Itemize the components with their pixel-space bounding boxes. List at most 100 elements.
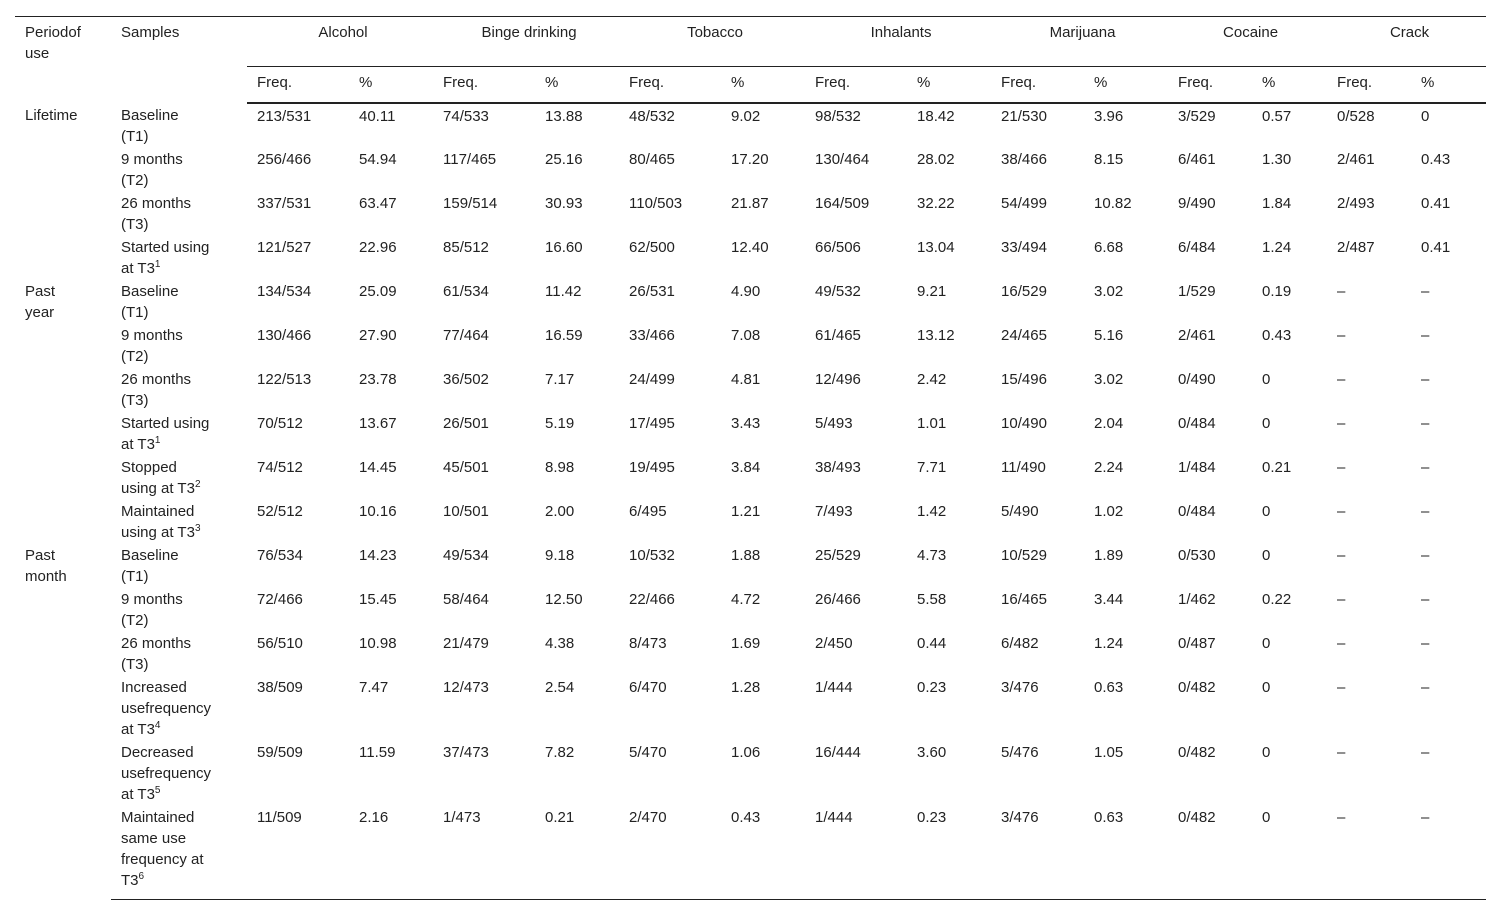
frequency-cell: –: [1337, 371, 1346, 388]
table-row: 9 months (T2) 72/466 15.45 58/464 12.50 22/466…: [15, 587, 1486, 631]
frequency-cell: 6/482: [1001, 635, 1039, 652]
percent-cell: 2.24: [1094, 459, 1124, 476]
frequency-cell: 19/495: [629, 459, 675, 476]
subcolumn-header: Freq.: [991, 66, 1085, 104]
frequency-cell: 61/465: [815, 327, 861, 344]
percent-cell: 23.78: [359, 371, 397, 388]
percent-cell: –: [1421, 283, 1430, 300]
substance-header: Tobacco: [619, 16, 806, 67]
frequency-cell: 21/530: [1001, 108, 1047, 125]
frequency-cell: 70/512: [257, 415, 303, 432]
percent-cell: 1.24: [1262, 239, 1292, 256]
frequency-cell: –: [1337, 283, 1346, 300]
percent-cell: 9.18: [545, 547, 575, 564]
period-line: Past: [25, 547, 56, 564]
samples-header: Samples: [111, 16, 247, 103]
period-header-line: use: [25, 45, 50, 62]
sample-cell: Baseline (T1): [111, 103, 247, 147]
frequency-cell: 11/509: [247, 805, 349, 900]
percent-cell: 4.72: [731, 591, 761, 608]
percent-cell: 4.81: [731, 371, 761, 388]
percent-cell: 22.96: [359, 239, 397, 256]
frequency-cell: 52/512: [257, 503, 303, 520]
table-row: Increased usefrequency at T34 38/509 7.47 12/…: [15, 675, 1486, 740]
percent-cell: 30.93: [545, 195, 583, 212]
percent-cell: 3.84: [731, 459, 761, 476]
percent-cell: 7.71: [917, 459, 947, 476]
frequency-cell: 6/461: [1178, 151, 1216, 168]
percent-cell: 0.57: [1262, 108, 1292, 125]
percent-cell: 15.45: [359, 591, 397, 608]
period-cell: Lifetime: [15, 103, 111, 279]
sample-line: usefrequency: [121, 765, 212, 782]
period-line: Lifetime: [25, 107, 78, 124]
percent-cell: 14.45: [359, 459, 397, 476]
frequency-cell: 0/482: [1168, 805, 1253, 900]
percent-cell: –: [1411, 805, 1486, 900]
frequency-cell: 0/482: [1178, 679, 1216, 696]
sample-cell: Increased usefrequency at T34: [111, 675, 247, 740]
subcolumn-header: %: [1084, 66, 1169, 104]
frequency-cell: 12/496: [815, 371, 861, 388]
subcolumn-header: %: [349, 66, 434, 104]
percent-cell: 16.60: [545, 239, 583, 256]
subheader-row: Freq.% Freq.% Freq.% Freq.% Freq.% Freq.% Freq…: [15, 66, 1486, 104]
percent-cell: 1.05: [1094, 744, 1124, 761]
footnote-marker: 5: [154, 785, 161, 796]
frequency-cell: 3/476: [991, 805, 1085, 900]
frequency-cell: –: [1337, 547, 1346, 564]
percent-cell: –: [1421, 591, 1430, 608]
percent-cell: 11.59: [359, 744, 396, 761]
percent-cell: 13.12: [917, 327, 955, 344]
percent-cell: 1.01: [917, 415, 947, 432]
frequency-cell: 1/473: [433, 805, 536, 900]
period-line: month: [25, 568, 67, 585]
frequency-cell: 117/465: [443, 151, 497, 168]
sample-line: 26 months: [121, 371, 192, 388]
percent-cell: –: [1421, 547, 1430, 564]
frequency-cell: 22/466: [629, 591, 675, 608]
frequency-cell: 7/493: [815, 503, 853, 520]
percent-cell: 0.43: [1262, 327, 1292, 344]
percent-cell: 5.58: [917, 591, 947, 608]
percent-cell: 8.98: [545, 459, 575, 476]
substance-header: Binge drinking: [433, 16, 620, 67]
percent-cell: 1.84: [1262, 195, 1292, 212]
frequency-cell: 33/466: [629, 327, 675, 344]
sample-line: (T1): [121, 568, 149, 585]
percent-cell: 3.96: [1094, 108, 1124, 125]
footnote-marker: 2: [194, 479, 201, 490]
frequency-cell: 16/529: [1001, 283, 1047, 300]
percent-cell: 21.87: [731, 195, 769, 212]
sample-cell: 9 months (T2): [111, 587, 247, 631]
percent-cell: 0: [1421, 108, 1430, 125]
percent-cell: 13.88: [545, 108, 583, 125]
frequency-cell: 0/482: [1178, 744, 1216, 761]
percent-cell: 14.23: [359, 547, 397, 564]
frequency-cell: 74/512: [257, 459, 303, 476]
percent-cell: 1.42: [917, 503, 947, 520]
sample-cell: Baseline (T1): [111, 279, 247, 323]
sample-cell: Started using at T31: [111, 411, 247, 455]
percent-cell: 0: [1262, 547, 1271, 564]
percent-cell: 18.42: [917, 108, 955, 125]
percent-cell: 0.21: [535, 805, 620, 900]
substance-header: Crack: [1327, 16, 1486, 67]
percent-cell: –: [1421, 327, 1430, 344]
frequency-cell: 110/503: [629, 195, 683, 212]
sample-line: Decreased: [121, 744, 194, 761]
frequency-cell: 62/500: [629, 239, 675, 256]
percent-cell: 3.60: [917, 744, 947, 761]
percent-cell: –: [1421, 415, 1430, 432]
period-line: year: [25, 304, 55, 321]
percent-cell: 0: [1252, 805, 1328, 900]
percent-cell: 1.28: [731, 679, 761, 696]
table-row: Past month Baseline (T1) 76/534 14.23 49/534 9.…: [15, 543, 1486, 587]
frequency-cell: 0/487: [1178, 635, 1216, 652]
percent-cell: 7.82: [545, 744, 575, 761]
percent-cell: –: [1421, 635, 1430, 652]
sample-cell: 9 months (T2): [111, 147, 247, 191]
sample-line: (T3): [121, 656, 149, 673]
percent-cell: 7.08: [731, 327, 761, 344]
percent-cell: 2.04: [1094, 415, 1124, 432]
